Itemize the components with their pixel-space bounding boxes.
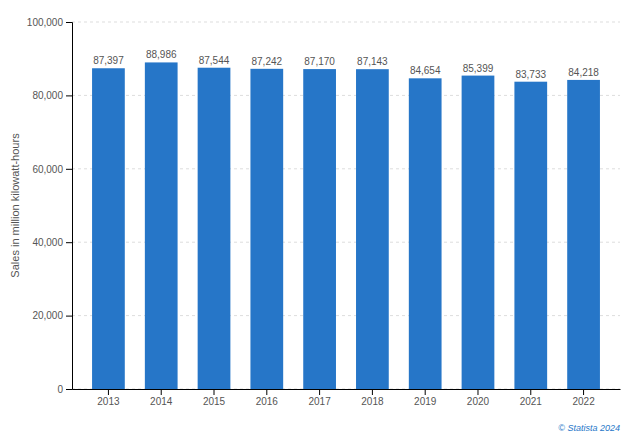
- data-label: 87,544: [199, 55, 230, 66]
- y-tick: 80,000: [32, 90, 72, 101]
- x-tick-mark: [477, 389, 478, 395]
- data-label: 87,397: [93, 55, 124, 66]
- y-axis: 0 20,000 40,000 60,000 80,000 100,000: [27, 17, 73, 395]
- y-tick-label: 40,000: [32, 237, 63, 248]
- data-label: 85,399: [463, 63, 494, 74]
- y-tick-label: 60,000: [32, 164, 63, 175]
- y-axis-line: [66, 23, 73, 390]
- x-tick-mark: [214, 389, 215, 395]
- x-tick: 2021: [520, 389, 543, 407]
- y-tick-mark: [66, 242, 72, 243]
- y-tick-mark: [66, 95, 72, 96]
- y-tick: 20,000: [32, 310, 72, 321]
- y-tick: 60,000: [32, 164, 72, 175]
- data-label: 87,242: [252, 56, 283, 67]
- x-tick-label: 2014: [150, 396, 173, 407]
- x-tick-mark: [583, 389, 584, 395]
- data-label: 88,986: [146, 49, 177, 60]
- data-labels: 87,397 88,986 87,544 87,242 87,170 87,143 84,6…: [93, 49, 599, 79]
- bar: [92, 68, 125, 389]
- bar: [303, 69, 336, 389]
- y-axis-title: Sales in million kilowatt-hours: [9, 133, 21, 278]
- y-tick-label: 80,000: [32, 90, 63, 101]
- y-tick-mark: [66, 169, 72, 170]
- x-tick-mark: [372, 389, 373, 395]
- x-tick: 2016: [256, 389, 279, 407]
- bar: [198, 68, 231, 389]
- bar: [462, 76, 495, 389]
- x-tick-label: 2018: [361, 396, 384, 407]
- grid-line: [72, 22, 620, 23]
- x-axis-line: [73, 389, 621, 390]
- grid: [72, 22, 620, 389]
- x-tick-mark: [108, 389, 109, 395]
- data-label: 84,654: [410, 65, 441, 76]
- bar: [250, 69, 283, 389]
- y-tick-mark: [66, 389, 72, 390]
- bar: [514, 82, 547, 389]
- data-label: 87,170: [304, 56, 335, 67]
- annotation: © Statista 2024: [558, 423, 620, 433]
- x-tick: 2017: [308, 389, 331, 407]
- x-tick-label: 2019: [414, 396, 437, 407]
- bar: [409, 78, 442, 389]
- y-tick: 100,000: [27, 17, 72, 28]
- plot: 0 20,000 40,000 60,000 80,000 100,000 2013 2014…: [27, 17, 621, 407]
- bar: [145, 62, 178, 389]
- y-tick: 40,000: [32, 237, 72, 248]
- bars: [92, 62, 600, 389]
- y-tick-label: 0: [57, 384, 63, 395]
- x-tick: 2020: [467, 389, 490, 407]
- x-tick-label: 2022: [572, 396, 595, 407]
- x-tick: 2022: [572, 389, 595, 407]
- y-tick-label: 20,000: [32, 310, 63, 321]
- x-tick-label: 2021: [520, 396, 543, 407]
- x-axis: 2013 2014 2015 2016 2017 2018 2019 2020 2021 2022: [73, 389, 621, 407]
- x-tick-label: 2015: [203, 396, 226, 407]
- data-label: 87,143: [357, 56, 388, 67]
- x-tick-label: 2017: [308, 396, 331, 407]
- x-tick-label: 2020: [467, 396, 490, 407]
- x-tick-mark: [266, 389, 267, 395]
- x-tick-mark: [530, 389, 531, 395]
- x-tick-label: 2016: [256, 396, 279, 407]
- x-tick-mark: [319, 389, 320, 395]
- data-label: 84,218: [568, 67, 599, 78]
- x-tick: 2018: [361, 389, 384, 407]
- y-tick-label: 100,000: [27, 17, 64, 28]
- y-tick-mark: [66, 316, 72, 317]
- x-tick-mark: [161, 389, 162, 395]
- bar: [356, 69, 389, 389]
- x-tick: 2013: [97, 389, 120, 407]
- x-tick: 2014: [150, 389, 173, 407]
- x-tick: 2015: [203, 389, 226, 407]
- x-tick: 2019: [414, 389, 437, 407]
- data-label: 83,733: [515, 69, 546, 80]
- y-tick-mark: [66, 22, 72, 23]
- x-tick-mark: [425, 389, 426, 395]
- chart: 0 20,000 40,000 60,000 80,000 100,000 2013 2014…: [0, 0, 640, 437]
- bar: [567, 80, 600, 389]
- x-tick-label: 2013: [97, 396, 120, 407]
- y-tick: 0: [57, 384, 72, 395]
